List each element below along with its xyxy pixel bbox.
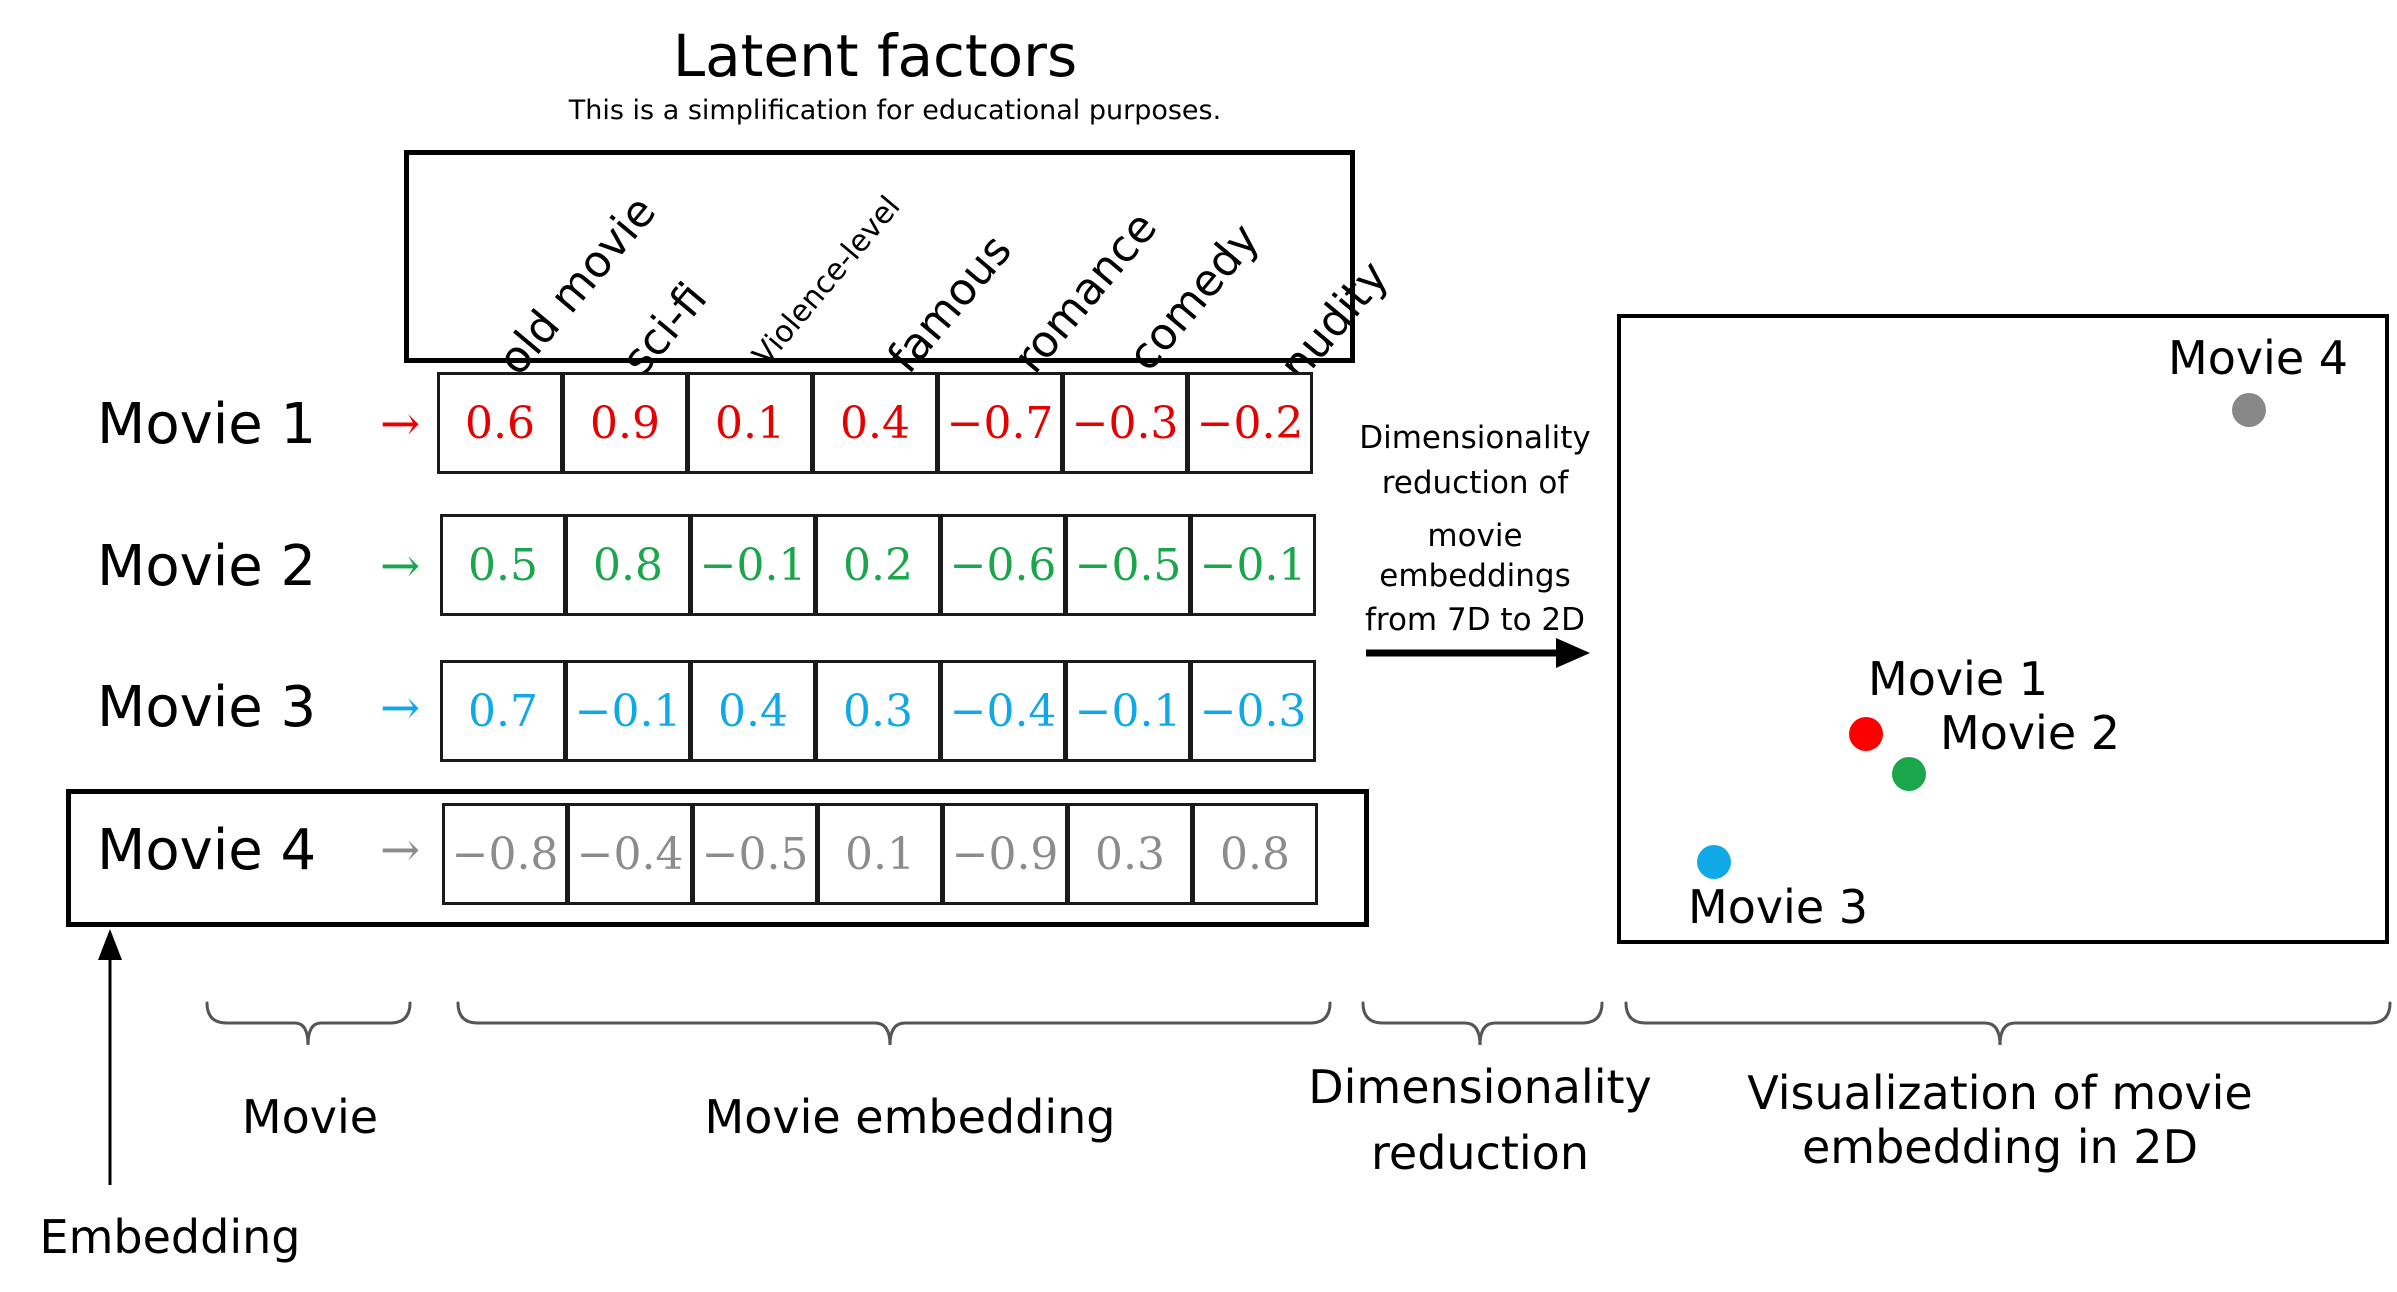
brace-dimred (1361, 1001, 1604, 1046)
brace-label-embedding: Movie embedding (704, 1090, 1116, 1144)
embedding-cell: 0.7 (440, 660, 566, 762)
movie-2-arrow: → (380, 538, 421, 594)
brace-label-movie: Movie (241, 1090, 379, 1144)
diagram-title: Latent factors (672, 22, 1078, 90)
dimred-text-line-4: embeddings (1379, 558, 1571, 594)
embedding-cell: −0.3 (1190, 660, 1316, 762)
embedding-cell: 0.3 (1067, 803, 1193, 905)
diagram-subtitle: This is a simplification for educational… (568, 95, 1222, 126)
embedding-cell: 0.3 (815, 660, 941, 762)
embedding-cell: 0.4 (690, 660, 816, 762)
embedding-cell: −0.2 (1187, 372, 1313, 474)
movie-4-label: Movie 4 (97, 818, 317, 883)
embedding-cell: 0.9 (562, 372, 688, 474)
embedding-cell: −0.4 (940, 660, 1066, 762)
brace-label-viz-line-2: embedding in 2D (1801, 1120, 2198, 1174)
dimred-arrow (1366, 638, 1590, 668)
embedding-cell: 0.1 (817, 803, 943, 905)
embedding-cell: −0.5 (1065, 514, 1191, 616)
movie-1-label: Movie 1 (97, 392, 317, 457)
movie-4-arrow: → (380, 822, 421, 878)
brace-label-viz-line-1: Visualization of movie (1747, 1066, 2253, 1120)
embedding-cell: 0.8 (1192, 803, 1318, 905)
embedding-up-arrow (98, 929, 122, 1185)
movie-3-label: Movie 3 (97, 675, 317, 740)
movie-2-label: Movie 2 (97, 534, 317, 599)
embedding-cell: 0.2 (815, 514, 941, 616)
plot-point-movie-4 (2232, 393, 2266, 427)
movie-4-highlight-box (66, 789, 1369, 927)
plot-point-movie-3 (1697, 845, 1731, 879)
embedding-cell: −0.1 (565, 660, 691, 762)
plot-point-movie-2 (1892, 757, 1926, 791)
embedding-cell: 0.1 (687, 372, 813, 474)
embedding-cell: −0.4 (567, 803, 693, 905)
embedding-cell: −0.3 (1062, 372, 1188, 474)
latent-factor-header-box (404, 150, 1355, 363)
embedding-cell: 0.5 (440, 514, 566, 616)
plot-label-movie-4: Movie 4 (2168, 331, 2349, 385)
dimred-text-line-1: Dimensionality (1359, 420, 1591, 456)
embedding-2d-plot (1617, 314, 2389, 944)
embedding-cell: −0.8 (442, 803, 568, 905)
movie-3-arrow: → (380, 680, 421, 736)
embedding-label: Embedding (39, 1210, 301, 1264)
plot-point-movie-1 (1849, 717, 1883, 751)
plot-label-movie-1: Movie 1 (1868, 652, 2049, 706)
embedding-cell: −0.5 (692, 803, 818, 905)
plot-label-movie-2: Movie 2 (1940, 706, 2121, 760)
embedding-cell: 0.6 (437, 372, 563, 474)
brace-label-dimred-line-1: Dimensionality (1308, 1060, 1652, 1114)
embedding-cell: −0.1 (1190, 514, 1316, 616)
brace-movie (205, 1001, 412, 1046)
brace-visualization (1624, 1001, 2392, 1046)
dimred-text-line-2: reduction of (1381, 465, 1569, 501)
brace-embedding (456, 1001, 1332, 1046)
embedding-cell: 0.8 (565, 514, 691, 616)
embedding-cell: −0.7 (937, 372, 1063, 474)
dimred-text-line-3: movie (1427, 518, 1523, 554)
plot-label-movie-3: Movie 3 (1688, 880, 1869, 934)
embedding-cell: 0.4 (812, 372, 938, 474)
embedding-cell: −0.1 (690, 514, 816, 616)
movie-1-arrow: → (380, 396, 421, 452)
brace-label-dimred-line-2: reduction (1371, 1126, 1589, 1180)
embedding-cell: −0.1 (1065, 660, 1191, 762)
dimred-text-line-5: from 7D to 2D (1364, 602, 1585, 638)
embedding-cell: −0.6 (940, 514, 1066, 616)
embedding-cell: −0.9 (942, 803, 1068, 905)
